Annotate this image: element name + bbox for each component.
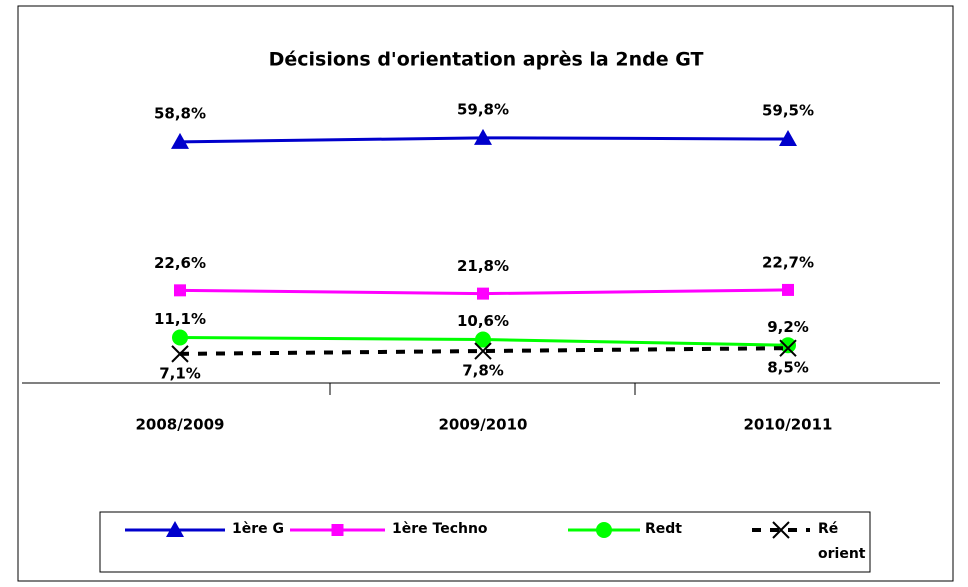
chart-title: Décisions d'orientation après la 2nde GT — [269, 49, 704, 71]
marker — [475, 331, 491, 348]
marker — [477, 287, 489, 300]
legend-item: 1ère G — [232, 521, 285, 537]
x-tick-label: 2009/2010 — [439, 416, 528, 434]
data-label: 22,7% — [762, 253, 814, 271]
legend-marker — [166, 521, 184, 537]
data-label: 21,8% — [457, 257, 509, 275]
data-label: 22,6% — [154, 254, 206, 272]
legend-label: Redt — [645, 521, 682, 537]
legend-marker — [596, 522, 612, 538]
legend-box — [99, 511, 871, 573]
marker — [780, 337, 796, 354]
marker — [782, 283, 794, 296]
data-label: 9,2% — [767, 318, 809, 336]
x-tick-label: 2008/2009 — [136, 416, 225, 434]
data-label: 8,5% — [767, 359, 809, 377]
marker — [474, 128, 492, 145]
legend-marker — [331, 524, 344, 536]
data-label: 7,8% — [462, 362, 504, 380]
marker — [174, 284, 186, 297]
marker — [171, 132, 189, 149]
data-label: 59,5% — [762, 102, 814, 120]
legend-label: Ré orient — [818, 521, 866, 562]
data-label: 10,6% — [457, 312, 509, 330]
marker — [779, 130, 797, 147]
marker — [171, 345, 189, 363]
legend-item: 1ère Techno — [392, 521, 488, 537]
data-label: 11,1% — [154, 310, 206, 328]
legend-marker — [772, 521, 790, 539]
marker — [779, 339, 797, 357]
series-line — [179, 346, 789, 356]
marker — [172, 329, 188, 346]
data-label: 7,1% — [159, 364, 201, 382]
legend-label: 1ère G — [232, 521, 285, 537]
legend-item: Ré orient — [818, 521, 866, 562]
data-label: 59,8% — [457, 100, 509, 118]
x-tick-label: 2010/2011 — [744, 416, 833, 434]
legend-item: Redt — [645, 521, 682, 537]
marker — [474, 342, 492, 360]
legend-label: 1ère Techno — [392, 521, 488, 537]
data-label: 58,8% — [154, 104, 206, 122]
